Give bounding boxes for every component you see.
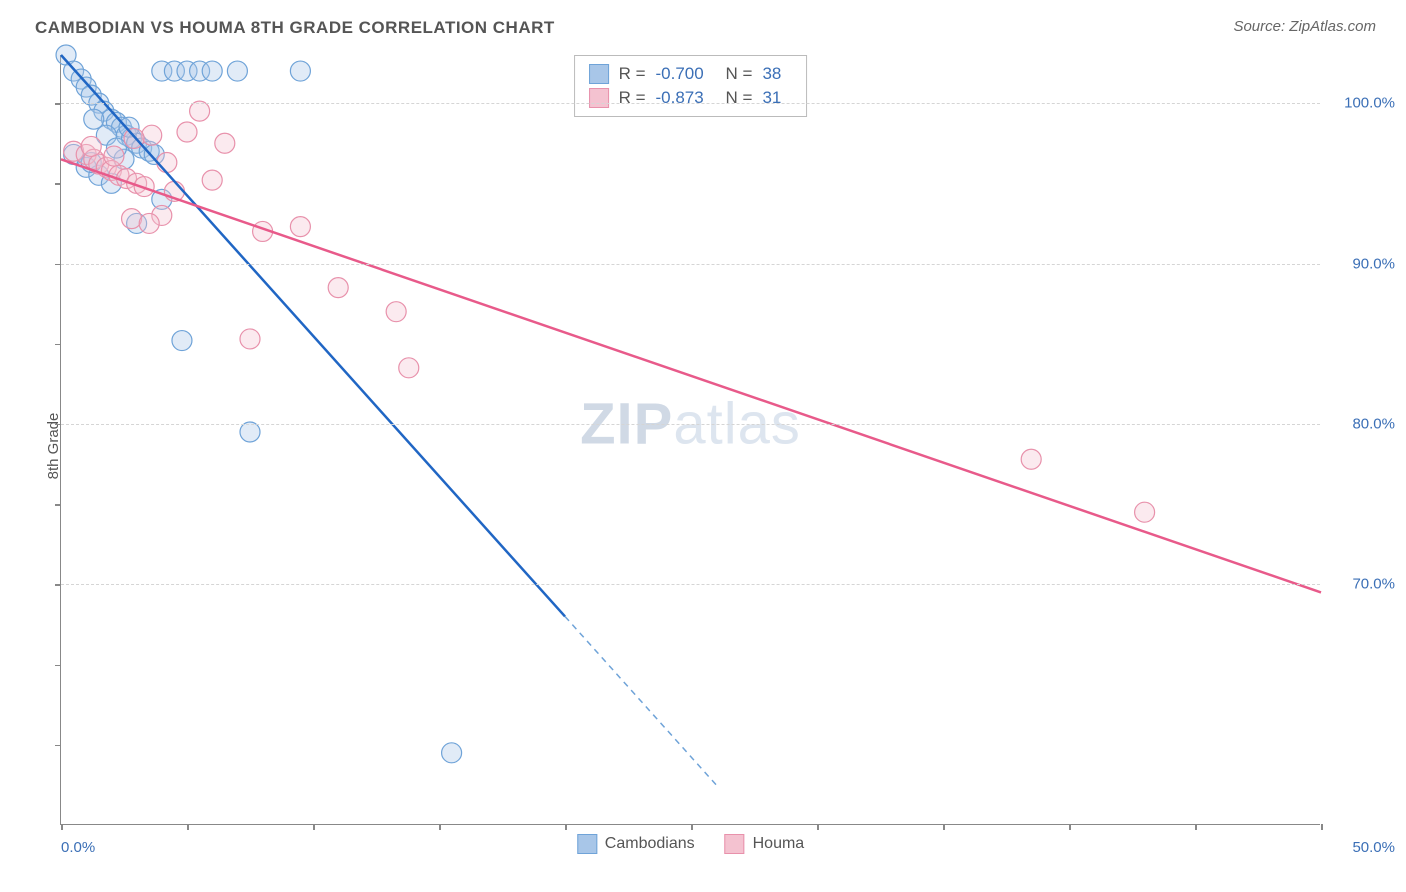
x-tick-mark bbox=[1195, 824, 1197, 830]
series-name: Houma bbox=[753, 835, 805, 853]
r-label: R = bbox=[619, 88, 646, 108]
data-point bbox=[84, 109, 104, 129]
x-tick-mark bbox=[313, 824, 315, 830]
chart-plot-area: ZIPatlas R =-0.700N =38R =-0.873N =31 Ca… bbox=[60, 55, 1320, 825]
legend-swatch bbox=[577, 834, 597, 854]
x-tick-mark bbox=[61, 824, 63, 830]
data-point bbox=[240, 329, 260, 349]
y-tick-mark bbox=[55, 344, 61, 346]
data-point bbox=[157, 152, 177, 172]
regression-line-ext bbox=[565, 616, 716, 784]
data-point bbox=[1021, 449, 1041, 469]
data-point bbox=[386, 302, 406, 322]
y-tick-mark bbox=[55, 183, 61, 185]
stats-legend: R = -0.700 N = 38 R = -0.873 N = 31 bbox=[574, 55, 808, 117]
gridline bbox=[61, 584, 1320, 585]
data-point bbox=[442, 743, 462, 763]
y-tick-mark bbox=[55, 103, 61, 105]
n-value: 31 bbox=[762, 88, 792, 108]
n-label: N = bbox=[726, 88, 753, 108]
data-point bbox=[122, 209, 142, 229]
gridline bbox=[61, 424, 1320, 425]
legend-swatch bbox=[725, 834, 745, 854]
data-point bbox=[190, 101, 210, 121]
data-point bbox=[1135, 502, 1155, 522]
series-legend: Cambodians Houma bbox=[577, 834, 804, 854]
x-tick-mark bbox=[565, 824, 567, 830]
data-point bbox=[172, 331, 192, 351]
stats-legend-row: R = -0.873 N = 31 bbox=[589, 86, 793, 110]
source-label: Source: ZipAtlas.com bbox=[1233, 18, 1376, 35]
y-tick-mark bbox=[55, 665, 61, 667]
n-value: 38 bbox=[762, 64, 792, 84]
n-label: N = bbox=[726, 64, 753, 84]
chart-title: CAMBODIAN VS HOUMA 8TH GRADE CORRELATION… bbox=[35, 18, 555, 37]
regression-line bbox=[61, 159, 1321, 592]
data-point bbox=[202, 170, 222, 190]
x-tick-label-max: 50.0% bbox=[1352, 839, 1395, 856]
x-tick-mark bbox=[691, 824, 693, 830]
y-tick-mark bbox=[55, 264, 61, 266]
regression-line bbox=[61, 55, 565, 616]
x-tick-mark bbox=[187, 824, 189, 830]
gridline bbox=[61, 264, 1320, 265]
y-tick-label: 80.0% bbox=[1352, 415, 1395, 432]
y-tick-mark bbox=[55, 584, 61, 586]
y-tick-mark bbox=[55, 504, 61, 506]
data-point bbox=[227, 61, 247, 81]
series-legend-item: Cambodians bbox=[577, 834, 695, 854]
series-name: Cambodians bbox=[605, 835, 695, 853]
x-tick-mark bbox=[439, 824, 441, 830]
data-point bbox=[215, 133, 235, 153]
y-tick-label: 100.0% bbox=[1344, 95, 1395, 112]
series-legend-item: Houma bbox=[725, 834, 805, 854]
data-point bbox=[240, 422, 260, 442]
r-value: -0.873 bbox=[656, 88, 716, 108]
data-point bbox=[202, 61, 222, 81]
y-tick-label: 70.0% bbox=[1352, 576, 1395, 593]
y-tick-mark bbox=[55, 424, 61, 426]
data-point bbox=[399, 358, 419, 378]
data-point bbox=[104, 146, 124, 166]
legend-swatch bbox=[589, 88, 609, 108]
plot-svg bbox=[61, 55, 1320, 824]
data-point bbox=[177, 122, 197, 142]
x-tick-mark bbox=[1321, 824, 1323, 830]
stats-legend-row: R = -0.700 N = 38 bbox=[589, 62, 793, 86]
r-label: R = bbox=[619, 64, 646, 84]
r-value: -0.700 bbox=[656, 64, 716, 84]
gridline bbox=[61, 103, 1320, 104]
data-point bbox=[290, 217, 310, 237]
legend-swatch bbox=[589, 64, 609, 84]
y-tick-label: 90.0% bbox=[1352, 255, 1395, 272]
data-point bbox=[290, 61, 310, 81]
y-tick-mark bbox=[55, 745, 61, 747]
data-point bbox=[142, 125, 162, 145]
x-tick-mark bbox=[1069, 824, 1071, 830]
data-point bbox=[328, 278, 348, 298]
x-tick-label-min: 0.0% bbox=[61, 839, 95, 856]
data-point bbox=[81, 136, 101, 156]
x-tick-mark bbox=[817, 824, 819, 830]
x-tick-mark bbox=[943, 824, 945, 830]
data-point bbox=[139, 213, 159, 233]
